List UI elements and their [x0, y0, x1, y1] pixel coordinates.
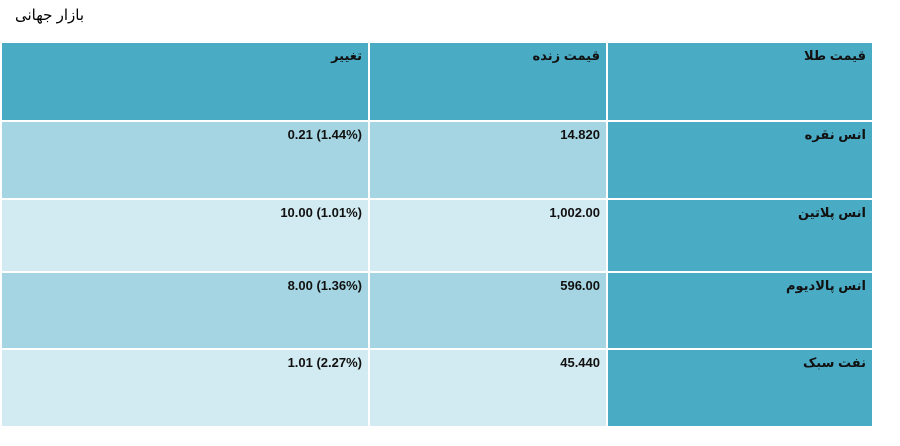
table-cell-price: 596.00 — [370, 273, 606, 348]
page-title: بازار جهانی — [15, 7, 85, 24]
table-cell-name: انس نقره — [608, 122, 872, 198]
table-cell-name: انس پلاتین — [608, 200, 872, 271]
table-cell-change: 10.00 (1.01%) — [2, 200, 368, 271]
table-cell-change: 8.00 (1.36%) — [2, 273, 368, 348]
table-cell-change: 1.01 (2.27%) — [2, 350, 368, 426]
table-cell-change: 0.21 (1.44%) — [2, 122, 368, 198]
column-header-name: قیمت طلا — [608, 43, 872, 120]
column-header-price: قیمت زنده — [370, 43, 606, 120]
table-cell-price: 14.820 — [370, 122, 606, 198]
column-header-change: تغییر — [2, 43, 368, 120]
table-cell-price: 45.440 — [370, 350, 606, 426]
market-table: تغییر قیمت زنده قیمت طلا 0.21 (1.44%) 14… — [2, 43, 872, 426]
table-cell-name: انس پالادیوم — [608, 273, 872, 348]
table-cell-name: نفت سبک — [608, 350, 872, 426]
table-cell-price: 1,002.00 — [370, 200, 606, 271]
